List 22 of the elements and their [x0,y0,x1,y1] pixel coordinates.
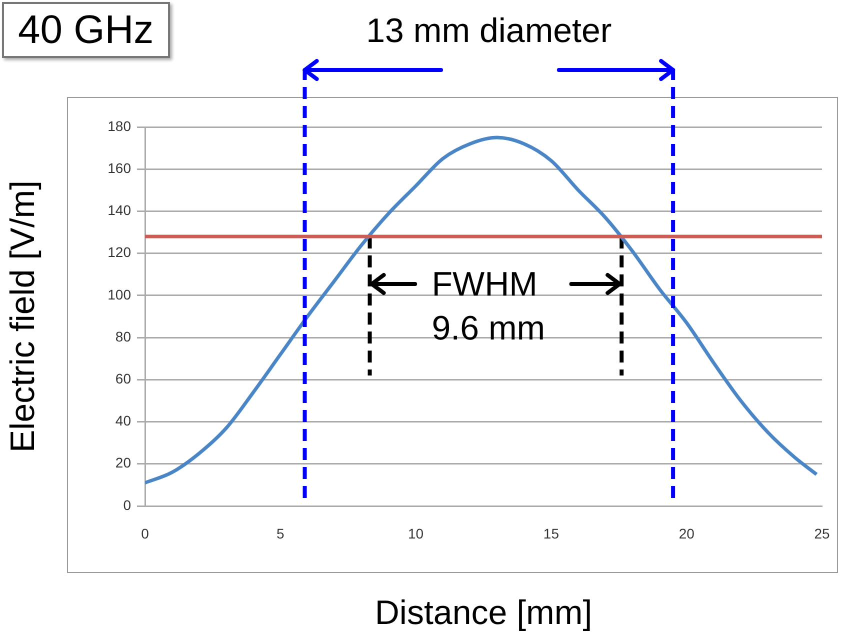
y-tick-label: 160 [108,160,132,176]
x-tick-label: 15 [543,525,560,542]
y-tick-label: 100 [108,286,132,302]
annotation: FWHM 9.6 mm [432,265,546,348]
x-tick-label: 10 [408,525,424,542]
x-tick-label: 20 [678,525,695,542]
x-tick-label: 0 [141,525,150,542]
y-tick-label: 20 [115,454,132,471]
y-tick-label: 40 [115,412,132,429]
text: 13 mm diameter [366,12,612,50]
y-tick-label: 0 [123,496,132,513]
y-tick-label: 120 [108,244,132,260]
line-series [145,136,818,485]
y-tick-label: 60 [115,370,132,387]
chart-title: 40 GHz [2,2,170,58]
y-axis-title: Electric field [V/m] [4,180,42,453]
y-tick-label: 140 [108,202,132,218]
y-tick-label: 80 [115,328,132,344]
x-axis-title: Distance [mm] [374,594,592,632]
y-tick-label: 180 [108,118,132,134]
x-tick-label: 25 [814,525,830,542]
x-tick-label: 5 [276,525,284,542]
